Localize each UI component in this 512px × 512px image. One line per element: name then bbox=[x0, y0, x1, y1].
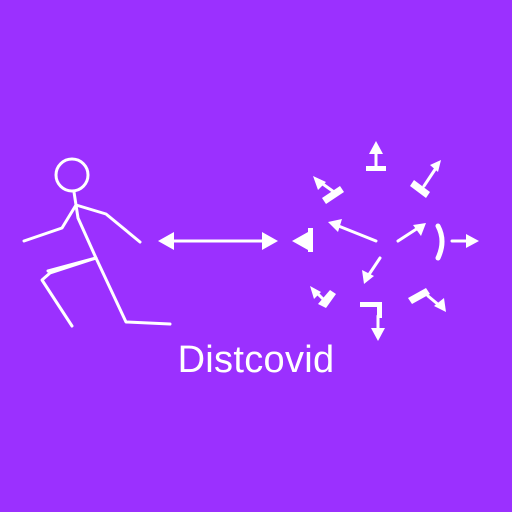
running-person-icon bbox=[22, 157, 172, 328]
virus-burst-icon bbox=[292, 141, 479, 341]
app-name: Distcovid bbox=[177, 339, 335, 381]
double-arrow-icon bbox=[158, 232, 278, 250]
